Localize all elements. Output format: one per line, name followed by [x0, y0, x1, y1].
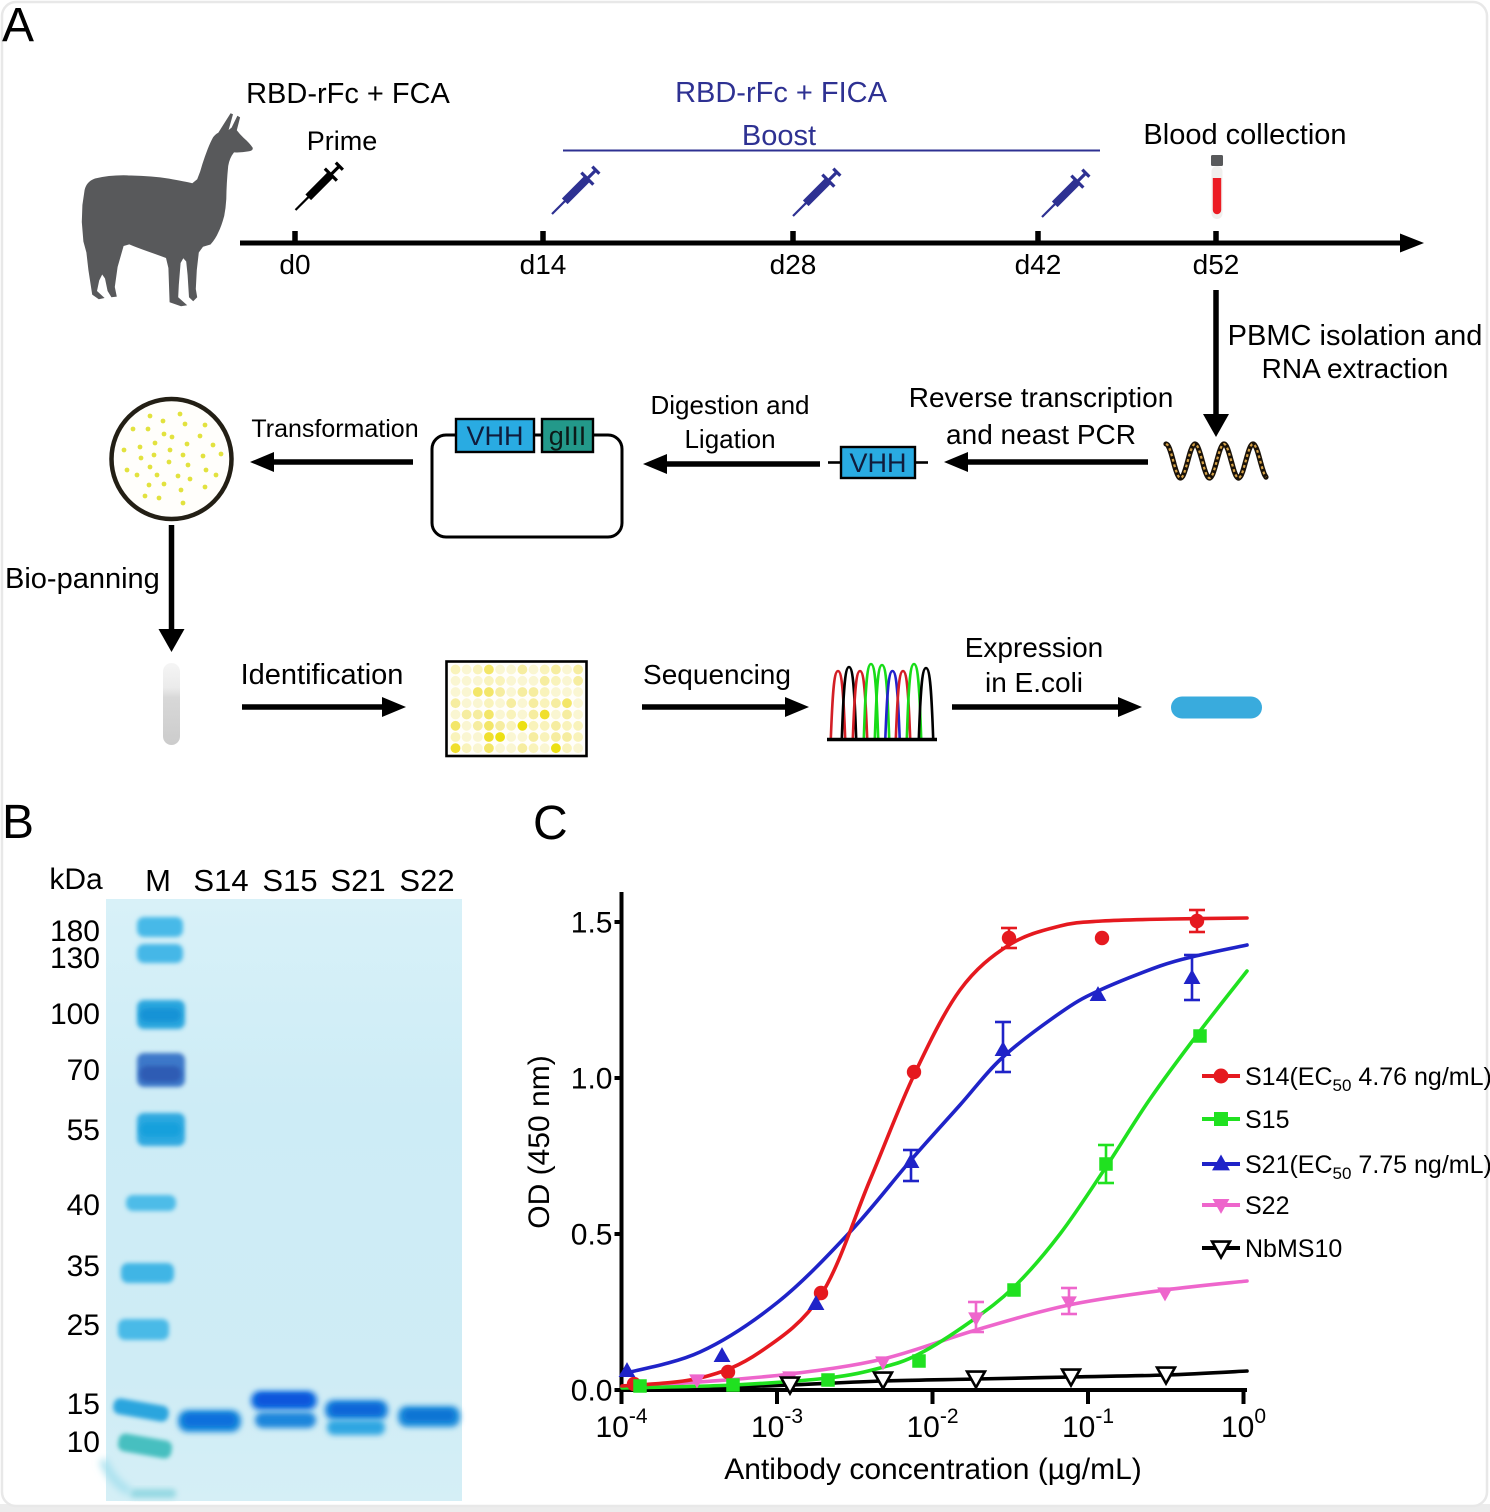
svg-text:PBMC isolation and: PBMC isolation and — [1228, 320, 1483, 352]
svg-text:35: 35 — [67, 1250, 100, 1283]
svg-text:and neast PCR: and neast PCR — [946, 419, 1136, 450]
svg-text:70: 70 — [67, 1054, 100, 1087]
svg-text:gIII: gIII — [549, 421, 587, 451]
svg-text:RBD-rFc + FCA: RBD-rFc + FCA — [246, 78, 450, 110]
svg-text:Boost: Boost — [742, 120, 816, 152]
svg-text:0.5: 0.5 — [571, 1219, 613, 1252]
svg-text:10: 10 — [907, 1411, 940, 1444]
svg-text:Bio-panning: Bio-panning — [5, 563, 160, 595]
svg-text:S15: S15 — [262, 863, 317, 898]
svg-text:S14: S14 — [193, 863, 248, 898]
svg-text:Transformation: Transformation — [251, 415, 418, 443]
svg-text:10: 10 — [1062, 1411, 1095, 1444]
svg-text:Ligation: Ligation — [684, 424, 775, 454]
svg-text:55: 55 — [67, 1114, 100, 1147]
svg-text:Expression: Expression — [965, 632, 1104, 663]
svg-text:-2: -2 — [940, 1405, 959, 1428]
svg-text:VHH: VHH — [466, 421, 523, 451]
svg-text:d14: d14 — [520, 249, 567, 280]
svg-text:130: 130 — [50, 942, 100, 975]
svg-text:S22: S22 — [399, 863, 454, 898]
svg-text:15: 15 — [67, 1388, 100, 1421]
svg-text:Sequencing: Sequencing — [643, 659, 791, 690]
svg-text:-3: -3 — [784, 1405, 803, 1428]
svg-text:0: 0 — [1254, 1405, 1266, 1428]
svg-text:40: 40 — [67, 1189, 100, 1222]
svg-text:-4: -4 — [629, 1405, 648, 1428]
svg-text:Prime: Prime — [307, 126, 378, 156]
svg-text:Identification: Identification — [241, 659, 404, 691]
svg-text:kDa: kDa — [49, 863, 103, 896]
svg-text:B: B — [2, 796, 34, 849]
svg-text:25: 25 — [67, 1309, 100, 1342]
svg-text:S21(EC50 7.75 ng/mL): S21(EC50 7.75 ng/mL) — [1245, 1151, 1490, 1183]
svg-text:Digestion and: Digestion and — [651, 390, 810, 420]
svg-text:RNA extraction: RNA extraction — [1262, 353, 1449, 384]
svg-text:d42: d42 — [1015, 249, 1062, 280]
svg-text:1.5: 1.5 — [571, 907, 613, 940]
svg-text:-1: -1 — [1095, 1405, 1114, 1428]
svg-text:1.0: 1.0 — [571, 1063, 613, 1096]
svg-text:S15: S15 — [1245, 1106, 1289, 1134]
svg-text:NbMS10: NbMS10 — [1245, 1235, 1342, 1263]
svg-text:A: A — [2, 0, 34, 52]
svg-text:S22: S22 — [1245, 1192, 1289, 1220]
svg-text:0.0: 0.0 — [571, 1375, 613, 1408]
svg-text:VHH: VHH — [849, 448, 906, 478]
svg-text:10: 10 — [596, 1411, 629, 1444]
svg-text:d52: d52 — [1193, 249, 1240, 280]
svg-text:S14(EC50 4.76 ng/mL): S14(EC50 4.76 ng/mL) — [1245, 1063, 1490, 1095]
svg-text:S21: S21 — [330, 863, 385, 898]
svg-text:180: 180 — [50, 915, 100, 948]
svg-text:Blood collection: Blood collection — [1143, 119, 1346, 151]
svg-text:C: C — [533, 797, 568, 850]
svg-text:100: 100 — [50, 998, 100, 1031]
svg-text:in E.coli: in E.coli — [985, 667, 1083, 698]
svg-text:OD (450 nm): OD (450 nm) — [523, 1055, 556, 1228]
svg-text:10: 10 — [67, 1426, 100, 1459]
svg-text:RBD-rFc + FICA: RBD-rFc + FICA — [675, 77, 888, 109]
svg-text:10: 10 — [751, 1411, 784, 1444]
svg-text:10: 10 — [1221, 1411, 1254, 1444]
svg-text:d0: d0 — [279, 249, 310, 280]
svg-text:M: M — [145, 863, 171, 898]
svg-text:Antibody concentration (µg/mL): Antibody concentration (µg/mL) — [724, 1453, 1142, 1486]
svg-text:d28: d28 — [770, 249, 817, 280]
svg-text:Reverse transcription: Reverse transcription — [909, 382, 1174, 413]
